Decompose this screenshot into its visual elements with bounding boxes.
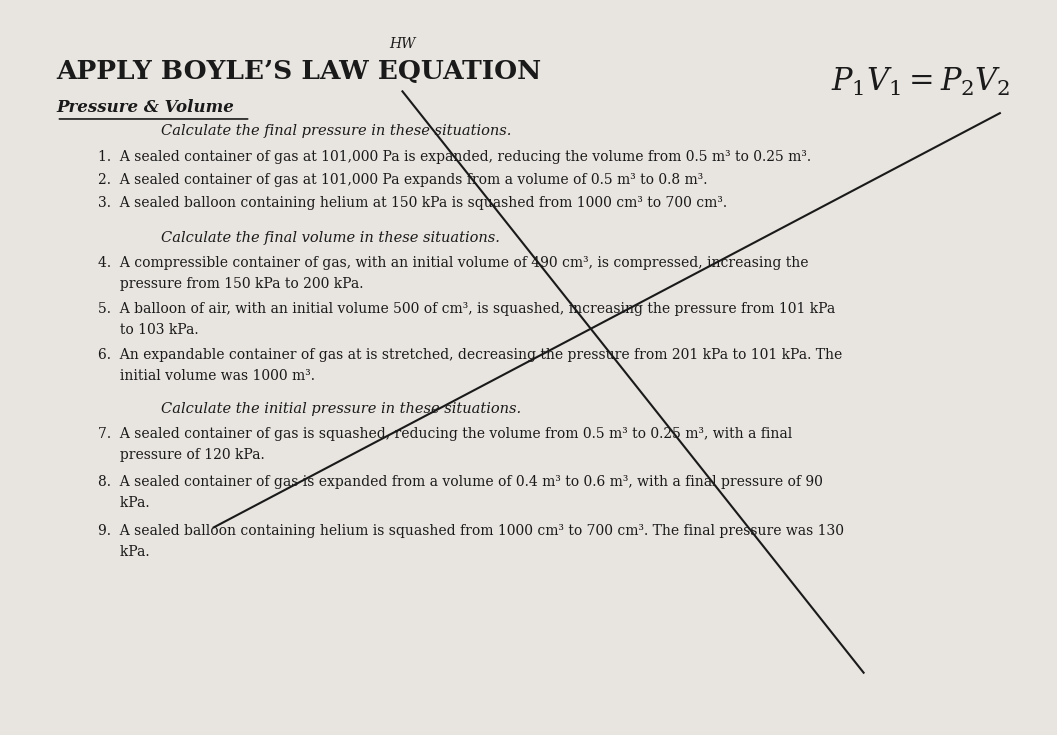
Text: to 103 kPa.: to 103 kPa. [98, 323, 199, 337]
Text: 2.  A sealed container of gas at 101,000 Pa expands from a volume of 0.5 m³ to 0: 2. A sealed container of gas at 101,000 … [98, 173, 708, 187]
Text: Calculate the initial pressure in these situations.: Calculate the initial pressure in these … [162, 402, 521, 417]
Text: Calculate the final volume in these situations.: Calculate the final volume in these situ… [162, 231, 500, 245]
Text: 1.  A sealed container of gas at 101,000 Pa is expanded, reducing the volume fro: 1. A sealed container of gas at 101,000 … [98, 149, 812, 163]
Text: 3.  A sealed balloon containing helium at 150 kPa is squashed from 1000 cm³ to 7: 3. A sealed balloon containing helium at… [98, 196, 727, 210]
Text: pressure of 120 kPa.: pressure of 120 kPa. [98, 448, 265, 462]
Text: 4.  A compressible container of gas, with an initial volume of 490 cm³, is compr: 4. A compressible container of gas, with… [98, 257, 809, 270]
Text: HW: HW [389, 37, 415, 51]
Text: $P_1V_1=P_2V_2$: $P_1V_1=P_2V_2$ [831, 66, 1010, 98]
Text: Calculate the final pressure in these situations.: Calculate the final pressure in these si… [162, 124, 512, 138]
Text: 5.  A balloon of air, with an initial volume 500 of cm³, is squashed, increasing: 5. A balloon of air, with an initial vol… [98, 302, 836, 316]
Text: APPLY BOYLE’S LAW EQUATION: APPLY BOYLE’S LAW EQUATION [57, 59, 541, 84]
Text: 6.  An expandable container of gas at is stretched, decreasing the pressure from: 6. An expandable container of gas at is … [98, 348, 842, 362]
Text: pressure from 150 kPa to 200 kPa.: pressure from 150 kPa to 200 kPa. [98, 277, 364, 291]
Text: 7.  A sealed container of gas is squashed, reducing the volume from 0.5 m³ to 0.: 7. A sealed container of gas is squashed… [98, 427, 793, 441]
Text: initial volume was 1000 m³.: initial volume was 1000 m³. [98, 369, 315, 383]
Text: kPa.: kPa. [98, 545, 150, 559]
Text: Pressure & Volume: Pressure & Volume [57, 98, 235, 115]
Text: 8.  A sealed container of gas is expanded from a volume of 0.4 m³ to 0.6 m³, wit: 8. A sealed container of gas is expanded… [98, 475, 823, 489]
Text: 9.  A sealed balloon containing helium is squashed from 1000 cm³ to 700 cm³. The: 9. A sealed balloon containing helium is… [98, 524, 845, 538]
Text: kPa.: kPa. [98, 496, 150, 510]
